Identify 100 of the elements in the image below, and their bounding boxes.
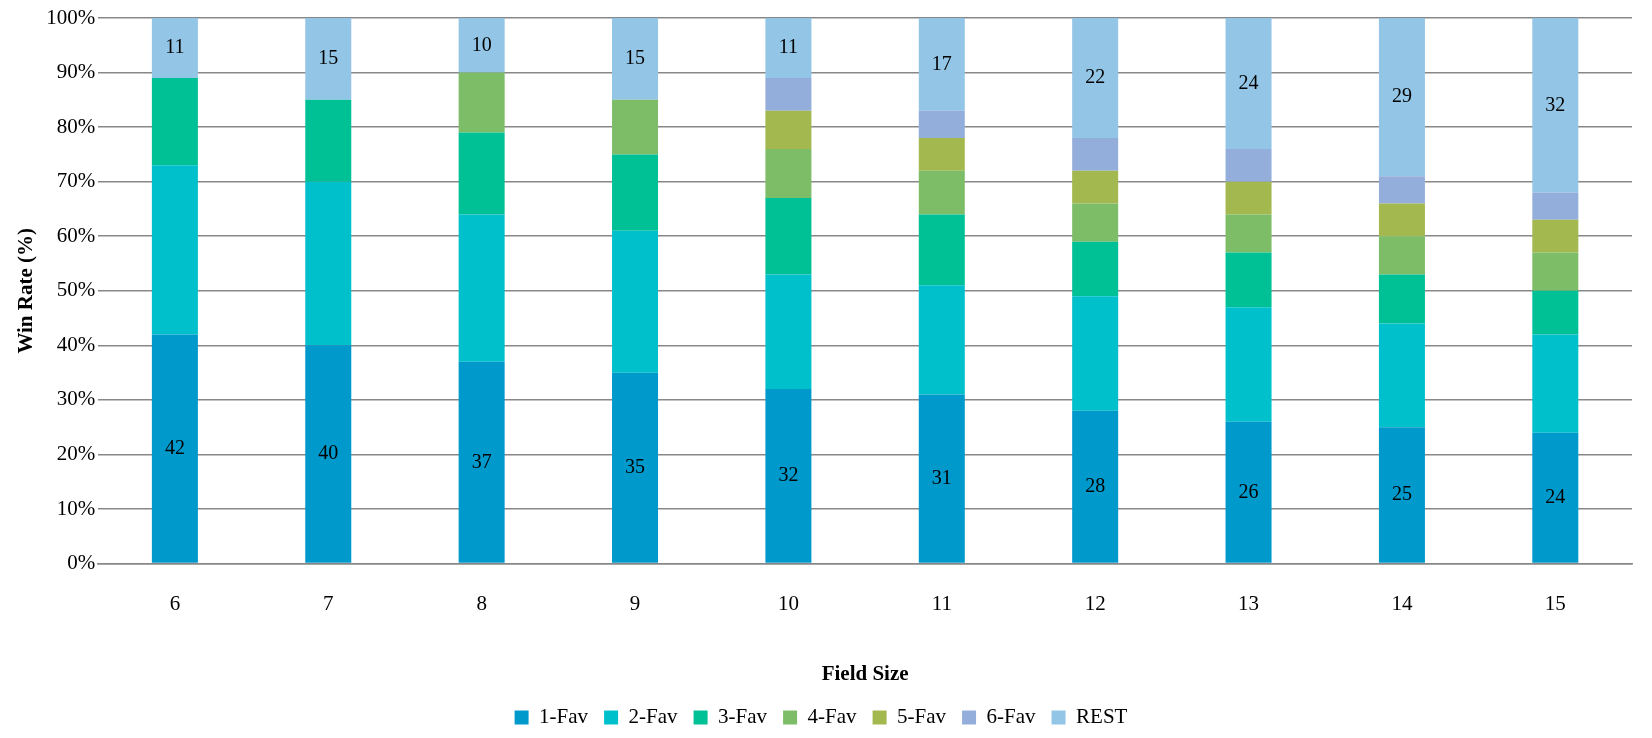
data-label: 35 [625,454,646,477]
bar [765,18,812,79]
data-label: 25 [1391,482,1412,505]
bar [918,170,965,215]
bar [918,394,965,563]
bar [458,361,505,563]
legend-label: 1-Fav [539,704,589,729]
bar [1378,427,1425,563]
bar [1532,334,1579,433]
bar [1072,203,1119,242]
bar [305,345,352,563]
bar [765,148,812,199]
bar [305,99,352,182]
data-label: 24 [1238,70,1259,93]
legend-label: 4-Fav [807,704,858,729]
bar [458,132,505,215]
legend-label: REST [1076,704,1128,729]
bar [1532,219,1579,253]
bar [1072,296,1119,411]
legend-label: 3-Fav [718,704,768,729]
legend-label: 6-Fav [986,704,1037,729]
bar [1378,18,1425,177]
y-tick-label: 20% [56,441,96,465]
bar [612,372,659,563]
data-label: 24 [1545,485,1566,507]
data-label: 15 [625,46,646,69]
data-label: 11 [165,35,185,58]
legend-label: 5-Fav [897,704,947,729]
data-label: 11 [778,35,799,58]
y-tick-label: 80% [56,113,96,138]
data-label: 31 [931,465,952,488]
bar [918,110,965,139]
data-label: 29 [1391,84,1412,107]
data-label: 42 [164,435,185,458]
bar [151,165,198,335]
y-tick-label: 100% [46,4,96,29]
data-label: 40 [318,441,339,464]
data-label: 10 [471,32,492,55]
bar [1225,18,1272,149]
bar [1378,274,1425,324]
x-tick-label: 7 [323,590,334,615]
bar [1225,421,1272,563]
bar [765,389,812,563]
bar [1532,18,1579,193]
bar [1532,432,1579,563]
bar [1225,181,1272,215]
y-tick-label: 70% [56,168,96,193]
bar [458,214,505,362]
y-tick-label: 30% [56,386,96,411]
bar [1532,252,1579,291]
x-tick-label: 6 [169,590,181,615]
bar [612,99,659,155]
x-tick-label: 10 [777,590,799,615]
bar [1532,192,1579,220]
bar [918,18,965,111]
bar [918,138,965,171]
bar [612,18,659,100]
data-label: 32 [1545,92,1566,115]
bar [151,78,198,166]
bar [151,18,198,79]
bar [765,198,812,275]
data-label: 28 [1085,474,1106,497]
bar [305,18,352,100]
bar [1072,138,1119,171]
x-tick-label: 11 [931,590,952,615]
bar [1072,170,1119,204]
x-tick-label: 15 [1544,590,1566,615]
data-label: 17 [931,51,952,74]
y-tick-label: 60% [56,222,96,247]
bar [765,274,812,390]
data-label: 37 [471,449,492,472]
y-tick-label: 0% [67,550,96,575]
data-label: 22 [1085,65,1106,88]
bar [1225,214,1272,253]
bar [1072,410,1119,563]
bar [1225,252,1272,308]
bar [765,78,812,111]
bar [1378,323,1425,428]
bar [1072,18,1119,139]
y-tick-label: 90% [56,59,96,84]
bar [458,18,505,73]
bar [612,230,659,373]
bar [1225,148,1272,182]
x-tick-label: 9 [629,590,641,615]
bar [1378,176,1425,204]
bar [1378,203,1425,237]
x-tick-label: 13 [1238,590,1260,615]
x-tick-label: 8 [476,590,487,615]
y-tick-label: 10% [56,495,96,520]
data-label: 32 [778,463,799,486]
bar [1072,241,1119,297]
y-axis-title: Win Rate (%) [13,228,38,354]
bar [918,285,965,395]
bar [1532,290,1579,335]
data-label: 26 [1238,479,1259,502]
bar [305,181,352,346]
bar [151,334,198,563]
y-tick-label: 40% [56,331,96,356]
y-tick-label: 50% [56,277,96,302]
x-tick-label: 12 [1084,590,1106,615]
